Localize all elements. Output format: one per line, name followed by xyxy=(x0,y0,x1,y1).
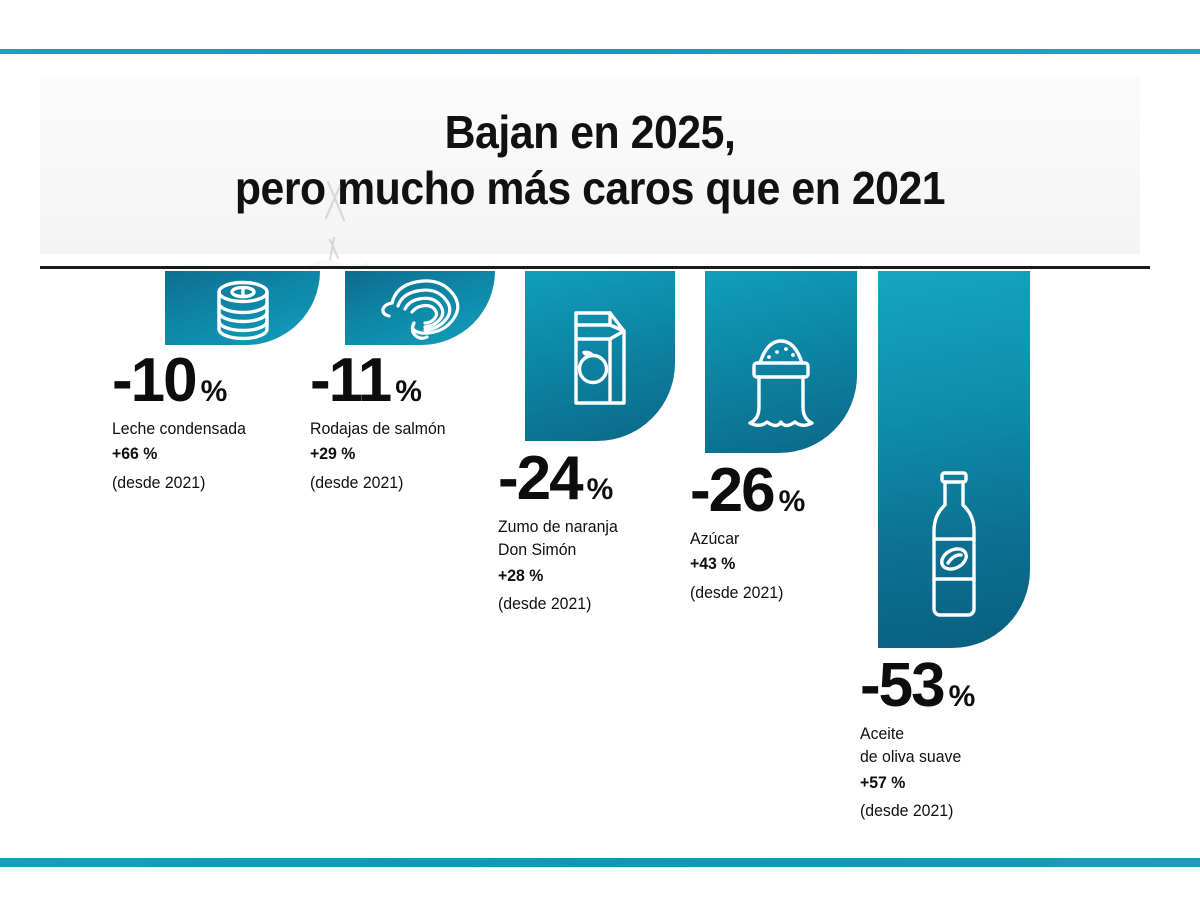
percent-value: -11 xyxy=(310,346,392,415)
product-delta: +57 % xyxy=(860,773,906,792)
bar-aceite-oliva xyxy=(878,271,1030,648)
item-text-zumo-naranja: -24 % Zumo de naranja Don Simón +28 % (d… xyxy=(498,444,713,617)
product-since: (desde 2021) xyxy=(310,473,404,492)
item-text-aceite-oliva: -53 % Aceite de oliva suave +57 % (desde… xyxy=(860,651,1075,824)
product-delta: +43 % xyxy=(690,555,736,574)
product-since: (desde 2021) xyxy=(690,583,784,602)
product-since: (desde 2021) xyxy=(498,595,592,614)
page-title: Bajan en 2025, pero mucho más caros que … xyxy=(234,106,946,215)
percent-line: -26 % xyxy=(690,456,905,525)
product-since: (desde 2021) xyxy=(860,802,954,821)
percent-sign: % xyxy=(948,680,976,713)
percent-line: -53 % xyxy=(860,651,1075,720)
salmon-slice-icon xyxy=(381,279,460,340)
header-panel xyxy=(40,76,1140,254)
percent-sign: % xyxy=(395,375,422,408)
baseline-rule xyxy=(40,266,1150,269)
product-since: (desde 2021) xyxy=(112,473,206,492)
bar-leche-condensada xyxy=(165,271,320,345)
percent-sign: % xyxy=(586,473,614,506)
product-delta: +29 % xyxy=(310,445,356,464)
bottom-accent-rule xyxy=(0,858,1200,867)
percent-value: -10 xyxy=(112,346,198,415)
percent-sign: % xyxy=(778,485,806,518)
product-delta: +28 % xyxy=(498,566,544,585)
percent-value: -24 xyxy=(498,444,584,513)
bar-rodajas-salmon xyxy=(345,271,495,345)
juice-carton-icon xyxy=(574,311,626,405)
percent-value: -26 xyxy=(690,456,776,525)
sugar-sack-icon xyxy=(748,339,814,428)
item-text-leche-condensada: -10 % Leche condensada +66 % (desde 2021… xyxy=(112,346,327,495)
olive-oil-bottle-icon xyxy=(932,471,976,617)
product-name: Leche condensada xyxy=(112,419,246,438)
product-name: Zumo de naranja Don Simón xyxy=(498,517,618,560)
percent-line: -11 % xyxy=(310,346,525,415)
top-accent-rule xyxy=(0,49,1200,54)
product-delta: +66 % xyxy=(112,445,158,464)
product-name: Rodajas de salmón xyxy=(310,419,446,438)
percent-sign: % xyxy=(200,375,228,408)
percent-line: -10 % xyxy=(112,346,327,415)
percent-line: -24 % xyxy=(498,444,713,513)
bar-azucar xyxy=(705,271,857,453)
product-name: Aceite de oliva suave xyxy=(860,724,962,767)
condensed-milk-can-icon xyxy=(216,280,269,341)
bar-zumo-naranja xyxy=(525,271,675,441)
item-text-rodajas-salmon: -11 % Rodajas de salmón +29 % (desde 202… xyxy=(310,346,525,495)
item-text-azucar: -26 % Azúcar +43 % (desde 2021) xyxy=(690,456,905,605)
product-name: Azúcar xyxy=(690,529,740,548)
percent-value: -53 xyxy=(860,651,946,720)
